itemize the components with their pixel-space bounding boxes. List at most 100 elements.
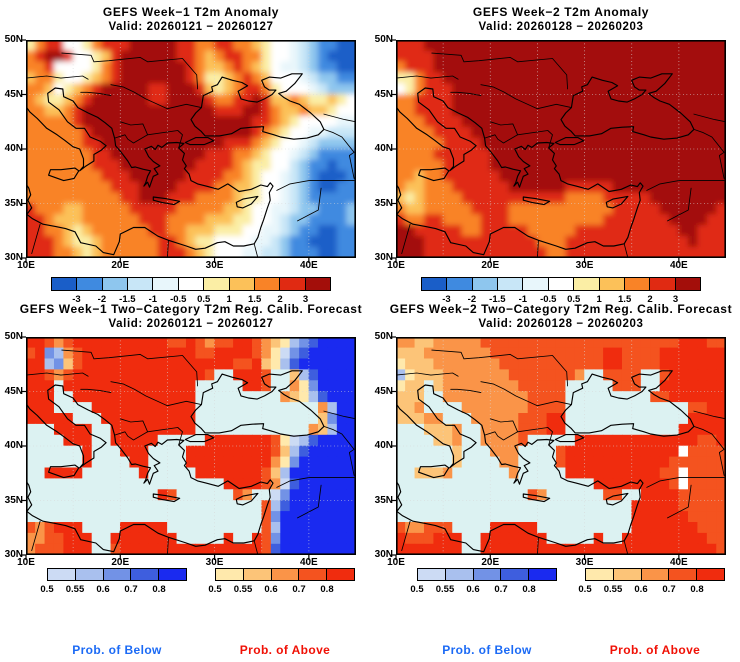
lat-tick-label: 30N bbox=[374, 549, 393, 560]
colorbar-tick-label: 3 bbox=[672, 294, 679, 305]
colorbar-tick-label: 0.55 bbox=[65, 584, 85, 595]
colorbar-tick-label: 0.5 bbox=[208, 584, 222, 595]
lat-tick-label: 30N bbox=[4, 252, 23, 263]
lat-tick-label: 40N bbox=[4, 143, 23, 154]
colorbar-tick-label: 0.6 bbox=[96, 584, 110, 595]
map-canvas-week2-t2m-anomaly bbox=[391, 39, 726, 263]
coastline bbox=[554, 434, 585, 443]
colorbar-segment bbox=[522, 277, 549, 291]
axis-ticks bbox=[391, 39, 680, 263]
colorbar-segment bbox=[215, 568, 244, 581]
country-border bbox=[646, 477, 725, 488]
map-content bbox=[396, 40, 726, 258]
colorbar-tick-label: 0.5 bbox=[567, 294, 581, 305]
country-border bbox=[431, 349, 569, 387]
lat-tick-label: 35N bbox=[4, 197, 23, 209]
grid-lines bbox=[26, 337, 356, 555]
coastline bbox=[554, 137, 585, 146]
colorbar-segment bbox=[640, 568, 670, 581]
country-border bbox=[667, 187, 692, 222]
colorbar-segment bbox=[152, 277, 179, 291]
colorbar-tick-label: 0.8 bbox=[152, 584, 166, 595]
colorbar-segment bbox=[421, 277, 448, 291]
lat-tick-label: 40N bbox=[4, 440, 23, 451]
map-frame bbox=[396, 40, 726, 258]
map-cells bbox=[26, 40, 356, 258]
country-border bbox=[276, 477, 355, 488]
colorbar-tick-label: 0.8 bbox=[522, 584, 536, 595]
colorbar-tick-label: 0.5 bbox=[578, 584, 592, 595]
country-border bbox=[61, 52, 199, 90]
colorbar-segment bbox=[253, 277, 281, 291]
colorbar-segment bbox=[500, 568, 530, 581]
country-border bbox=[646, 180, 725, 191]
country-border bbox=[80, 91, 112, 97]
colorbar-segment bbox=[130, 568, 160, 581]
country-border bbox=[623, 540, 629, 555]
colorbar-segment bbox=[279, 277, 306, 291]
lat-tick-label: 40N bbox=[374, 143, 393, 154]
colorbar-tick-label: 0.6 bbox=[634, 584, 648, 595]
country-border bbox=[276, 180, 355, 191]
colorbar-segment bbox=[623, 277, 651, 291]
country-border bbox=[693, 425, 725, 476]
colorbar-tick-label: 1 bbox=[596, 294, 602, 305]
country-border bbox=[323, 128, 355, 179]
map-frame bbox=[396, 337, 726, 555]
country-border bbox=[110, 84, 202, 110]
colorbar-tick-label: 0.7 bbox=[662, 584, 676, 595]
colorbar-tick-label: 0.7 bbox=[494, 584, 508, 595]
anomaly-colorbar bbox=[51, 277, 331, 291]
country-border bbox=[667, 484, 692, 519]
country-border bbox=[484, 431, 519, 441]
country-border bbox=[297, 484, 322, 519]
prob-below-label: Prob. of Below bbox=[442, 643, 532, 657]
colorbar-tick-label: -0.5 bbox=[170, 294, 187, 305]
lat-tick-label: 50N bbox=[374, 34, 393, 45]
lat-tick-label: 45N bbox=[374, 385, 393, 397]
prob-above-colorbar bbox=[585, 568, 725, 581]
lon-tick-label: 40E bbox=[299, 260, 318, 271]
country-border bbox=[114, 431, 149, 441]
colorbar-tick-label: 2 bbox=[647, 294, 653, 305]
country-border bbox=[450, 91, 482, 97]
colorbar-tick-label: -2 bbox=[467, 294, 477, 305]
lon-tick-label: 20E bbox=[481, 557, 500, 568]
lon-tick-label: 30E bbox=[205, 557, 224, 568]
lon-tick-label: 10E bbox=[17, 557, 35, 568]
prob-below-colorbar bbox=[47, 568, 187, 581]
lon-tick-label: 20E bbox=[111, 260, 130, 271]
panel-valid-range: Valid: 20260128 − 20260203 bbox=[478, 21, 644, 33]
colorbar-tick-label: -1.5 bbox=[489, 294, 506, 305]
coastline bbox=[418, 464, 450, 479]
map-cells bbox=[396, 40, 726, 258]
lon-tick-label: 10E bbox=[17, 260, 35, 271]
coastline bbox=[560, 73, 695, 140]
country-border bbox=[323, 425, 355, 476]
colorbar-segment bbox=[547, 277, 575, 291]
panel-title: GEFS Week−1 T2m Anomaly bbox=[102, 5, 280, 19]
colorbar-segment bbox=[158, 568, 187, 581]
colorbar-segment bbox=[203, 277, 230, 291]
coastline bbox=[560, 370, 695, 437]
country-border bbox=[623, 243, 629, 258]
coastline bbox=[190, 370, 325, 437]
country-border bbox=[480, 84, 572, 110]
coastline bbox=[152, 493, 181, 503]
country-border bbox=[253, 243, 259, 258]
colorbar-tick-label: -1.5 bbox=[119, 294, 136, 305]
map-frame bbox=[26, 337, 356, 555]
colorbar-tick-label: 0.6 bbox=[264, 584, 278, 595]
country-border bbox=[431, 52, 569, 90]
colorbar-segment bbox=[177, 277, 205, 291]
lon-tick-label: 10E bbox=[387, 260, 405, 271]
country-border bbox=[693, 113, 726, 123]
lat-tick-label: 50N bbox=[4, 34, 23, 45]
colorbar-segment bbox=[471, 277, 499, 291]
coastline bbox=[26, 87, 274, 256]
coastline bbox=[48, 464, 80, 479]
colorbar-segment bbox=[674, 277, 701, 291]
prob-above-label: Prob. of Above bbox=[239, 643, 331, 657]
colorbar-tick-label: 0.7 bbox=[292, 584, 306, 595]
